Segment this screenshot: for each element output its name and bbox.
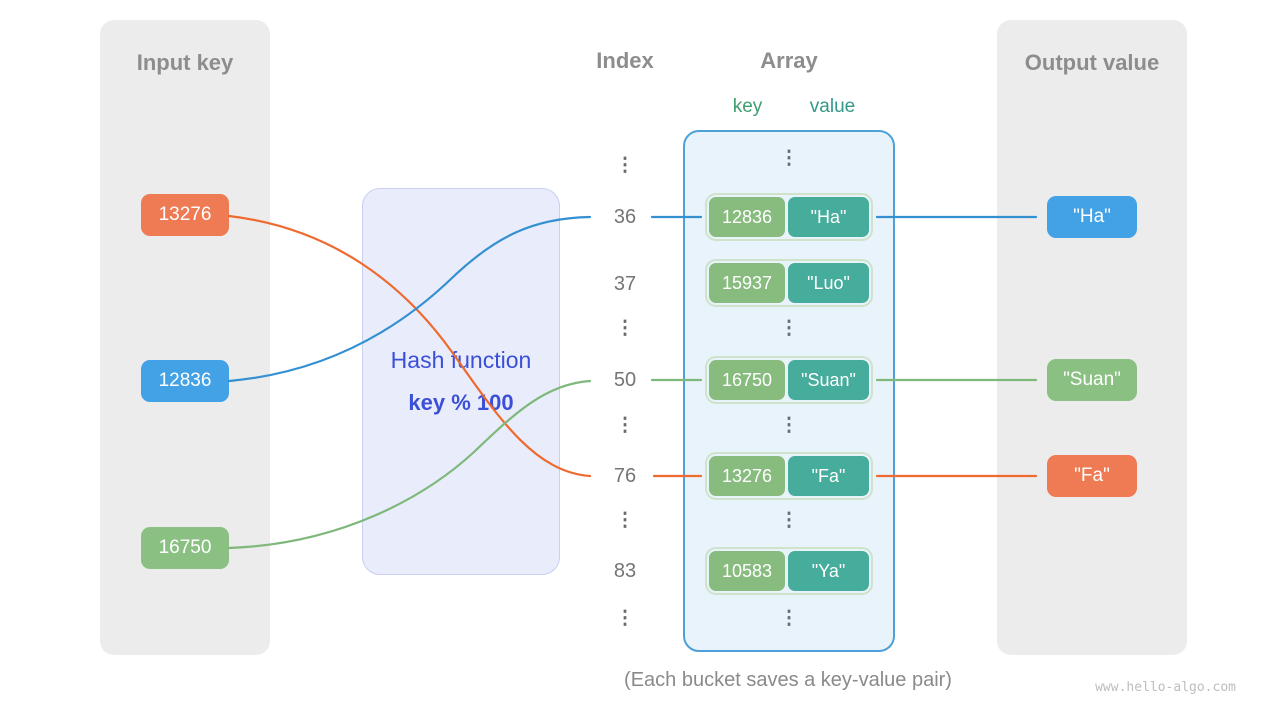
bucket-key: 12836 [709,197,785,237]
bucket-value: "Fa" [788,456,869,496]
ellipsis-vertical-icon: ⋮ [779,608,799,629]
input-key-16750: 16750 [141,527,229,569]
diagram-caption: (Each bucket saves a key-value pair) [624,669,952,691]
bucket-row-50: 16750 "Suan" [705,356,873,404]
array-key-header: key [732,96,763,117]
watermark: www.hello-algo.com [1095,680,1236,695]
ellipsis-vertical-icon: ⋮ [615,608,635,629]
bucket-key: 16750 [709,360,785,400]
bucket-value: "Luo" [788,263,869,303]
bucket-row-36: 12836 "Ha" [705,193,873,241]
output-value-ha: "Ha" [1047,196,1137,238]
hash-function-box: Hash function key % 100 [362,188,560,575]
bucket-key: 13276 [709,456,785,496]
hash-function-label: Hash function [390,347,532,373]
ellipsis-vertical-icon: ⋮ [615,415,635,436]
output-value-panel: Output value [997,20,1187,655]
index-76: 76 [613,465,637,487]
output-value-title: Output value [1024,50,1160,75]
output-value-fa: "Fa" [1047,455,1137,497]
output-value-suan: "Suan" [1047,359,1137,401]
bucket-row-83: 10583 "Ya" [705,547,873,595]
index-37: 37 [613,273,637,295]
ellipsis-vertical-icon: ⋮ [779,510,799,531]
bucket-row-37: 15937 "Luo" [705,259,873,307]
index-column-title: Index [596,48,654,73]
input-key-13276: 13276 [141,194,229,236]
hash-function-formula: key % 100 [408,390,514,415]
ellipsis-vertical-icon: ⋮ [615,155,635,176]
bucket-key: 15937 [709,263,785,303]
bucket-value: "Ha" [788,197,869,237]
bucket-value: "Suan" [788,360,869,400]
ellipsis-vertical-icon: ⋮ [615,318,635,339]
input-key-12836: 12836 [141,360,229,402]
index-83: 83 [613,560,637,582]
index-50: 50 [613,369,637,391]
ellipsis-vertical-icon: ⋮ [779,415,799,436]
array-column-title: Array [760,48,818,73]
bucket-row-76: 13276 "Fa" [705,452,873,500]
index-36: 36 [613,206,637,228]
bucket-value: "Ya" [788,551,869,591]
input-key-title: Input key [136,50,234,75]
bucket-key: 10583 [709,551,785,591]
array-value-header: value [809,96,856,117]
ellipsis-vertical-icon: ⋮ [779,148,799,169]
ellipsis-vertical-icon: ⋮ [779,318,799,339]
ellipsis-vertical-icon: ⋮ [615,510,635,531]
